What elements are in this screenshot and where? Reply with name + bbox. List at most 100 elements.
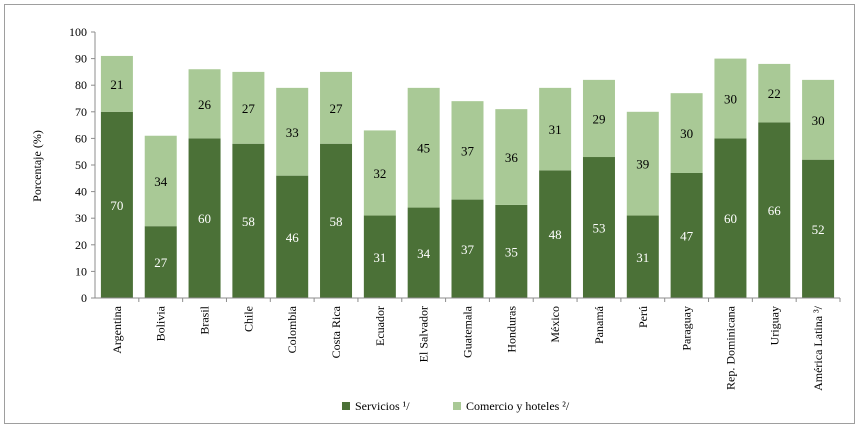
data-label-comercio-hoteles: 36 <box>505 150 519 165</box>
y-tick-label: 30 <box>75 211 87 225</box>
data-label-servicios: 31 <box>373 250 386 265</box>
y-tick-label: 90 <box>75 52 87 66</box>
x-tick-label: Rep. Dominicana <box>723 305 737 390</box>
bar-servicios <box>539 170 572 298</box>
legend-swatch-servicios <box>342 402 350 410</box>
y-tick-label: 80 <box>75 78 87 92</box>
x-tick-label: Colombia <box>285 305 299 353</box>
bar-comercio-hoteles <box>670 93 703 173</box>
data-label-comercio-hoteles: 26 <box>198 97 212 112</box>
legend-label-comercio-hoteles: Comercio y hoteles ²/ <box>466 399 570 413</box>
data-label-servicios: 58 <box>242 214 255 229</box>
data-label-comercio-hoteles: 45 <box>417 141 430 156</box>
y-axis-label: Porcentaje (%) <box>30 130 44 202</box>
data-label-comercio-hoteles: 22 <box>768 86 781 101</box>
data-label-servicios: 66 <box>768 203 782 218</box>
data-label-servicios: 70 <box>110 198 123 213</box>
bar-servicios <box>495 204 528 298</box>
data-label-comercio-hoteles: 39 <box>636 157 649 172</box>
y-tick-label: 40 <box>75 185 87 199</box>
data-label-comercio-hoteles: 37 <box>461 143 475 158</box>
bar-servicios <box>582 157 615 298</box>
x-tick-label: Guatemala <box>461 305 475 358</box>
x-tick-label: Chile <box>241 306 255 332</box>
y-tick-label: 100 <box>69 25 87 39</box>
data-label-servicios: 31 <box>636 250 649 265</box>
data-label-servicios: 60 <box>198 211 211 226</box>
bar-comercio-hoteles <box>100 55 133 112</box>
bars: 70 21 27 34 60 26 58 27 46 33 58 27 31 32 34 45 37 37 35 36… <box>100 55 835 298</box>
data-label-comercio-hoteles: 30 <box>680 126 693 141</box>
bar-servicios <box>100 111 133 298</box>
bar-servicios <box>670 172 703 298</box>
bar-comercio-hoteles <box>320 71 353 144</box>
y-axis: 0 10 20 30 40 50 60 70 80 90 100 <box>69 25 96 305</box>
legend: Servicios ¹/Comercio y hoteles ²/ <box>342 399 570 413</box>
bar-servicios <box>276 175 309 298</box>
bar-comercio-hoteles <box>451 101 484 200</box>
data-label-comercio-hoteles: 33 <box>286 125 299 140</box>
x-tick-label: Bolivia <box>154 305 168 341</box>
x-tick-label: Uriguay <box>767 306 781 345</box>
data-label-comercio-hoteles: 27 <box>330 101 344 116</box>
bar-servicios <box>407 207 440 298</box>
x-tick-label: Panamá <box>592 305 606 344</box>
bar-servicios <box>451 199 484 298</box>
x-tick-label: México <box>548 306 562 343</box>
bar-servicios <box>714 138 747 298</box>
bar-comercio-hoteles <box>714 58 747 139</box>
bar-comercio-hoteles <box>758 63 791 123</box>
y-tick-label: 70 <box>75 105 87 119</box>
bar-servicios <box>232 143 265 298</box>
data-label-comercio-hoteles: 32 <box>373 166 386 181</box>
x-tick-label: Paraguay <box>680 306 694 351</box>
x-tick-label: Honduras <box>504 306 518 353</box>
y-tick-label: 0 <box>81 291 87 305</box>
data-label-comercio-hoteles: 30 <box>724 92 737 107</box>
x-tick-label: Ecuador <box>373 306 387 346</box>
bar-comercio-hoteles <box>232 71 265 144</box>
data-label-comercio-hoteles: 21 <box>110 77 123 92</box>
x-tick-label: Costa Rica <box>329 305 343 358</box>
bar-servicios <box>626 215 659 298</box>
data-label-comercio-hoteles: 31 <box>549 122 562 137</box>
bar-servicios <box>320 143 353 298</box>
bar-comercio-hoteles <box>539 87 572 171</box>
data-label-servicios: 53 <box>592 221 605 236</box>
bar-comercio-hoteles <box>144 135 177 227</box>
data-label-comercio-hoteles: 27 <box>242 101 256 116</box>
x-tick-label: Brasil <box>198 305 212 334</box>
x-tick-label: América Latina ³/ <box>811 305 825 391</box>
y-tick-label: 20 <box>75 238 87 252</box>
bar-comercio-hoteles <box>582 79 615 158</box>
data-label-servicios: 35 <box>505 244 518 259</box>
data-label-servicios: 60 <box>724 211 737 226</box>
x-tick-label: El Salvador <box>417 306 431 362</box>
data-label-comercio-hoteles: 30 <box>812 113 825 128</box>
bar-comercio-hoteles <box>276 87 309 176</box>
x-tick-label: Argentina <box>110 305 124 353</box>
data-label-comercio-hoteles: 29 <box>592 111 605 126</box>
y-tick-label: 10 <box>75 264 87 278</box>
bar-comercio-hoteles <box>407 87 440 208</box>
x-axis: Argentina Bolivia Brasil Chile Colombia Costa… <box>95 297 841 391</box>
data-label-servicios: 48 <box>549 227 562 242</box>
data-label-servicios: 58 <box>330 214 343 229</box>
data-label-servicios: 46 <box>286 230 300 245</box>
data-label-servicios: 27 <box>154 255 168 270</box>
bar-comercio-hoteles <box>495 109 528 205</box>
bar-comercio-hoteles <box>363 130 396 216</box>
legend-label-servicios: Servicios ¹/ <box>355 399 410 413</box>
bar-comercio-hoteles <box>626 111 659 216</box>
data-label-servicios: 37 <box>461 242 475 257</box>
bar-comercio-hoteles <box>188 69 221 139</box>
bar-comercio-hoteles <box>802 79 835 160</box>
bar-servicios <box>802 159 835 298</box>
y-tick-label: 60 <box>75 131 87 145</box>
bar-servicios <box>758 122 791 298</box>
data-label-comercio-hoteles: 34 <box>154 174 168 189</box>
bar-servicios <box>144 226 177 298</box>
data-label-servicios: 52 <box>812 222 825 237</box>
bar-servicios <box>363 215 396 298</box>
